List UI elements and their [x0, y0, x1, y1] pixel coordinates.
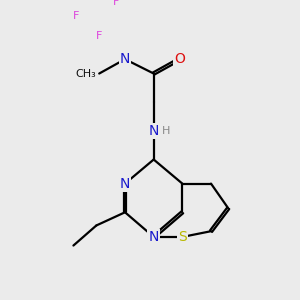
Text: F: F [96, 31, 102, 41]
Text: N: N [120, 177, 130, 190]
Text: S: S [178, 230, 187, 244]
Text: F: F [113, 0, 120, 7]
Text: O: O [174, 52, 185, 66]
Text: CH₃: CH₃ [75, 68, 96, 79]
Text: N: N [148, 124, 159, 138]
Text: N: N [120, 52, 130, 66]
Text: F: F [73, 11, 80, 21]
Text: H: H [162, 126, 170, 136]
Text: N: N [148, 230, 159, 244]
